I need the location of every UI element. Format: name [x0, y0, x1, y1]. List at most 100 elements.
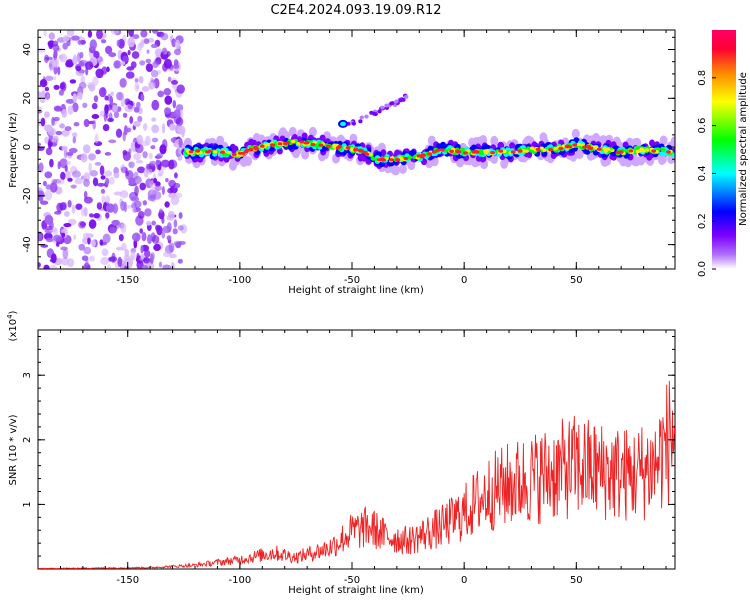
snr-panel: -150 -100 -50 0 50 1 2 3 Height of straight lin… — [6, 310, 676, 596]
noise-blob — [42, 76, 46, 85]
noise-blob — [57, 66, 61, 76]
noise-blob — [104, 152, 112, 156]
ridge-mark — [449, 149, 454, 153]
noise-blob — [151, 99, 160, 111]
noise-blob — [91, 114, 100, 119]
ridge-mark — [658, 154, 667, 165]
ridge-mark — [407, 155, 413, 160]
noise-blob — [161, 186, 165, 195]
noise-blob — [104, 95, 109, 101]
noise-blob — [42, 180, 47, 187]
noise-blob — [102, 233, 111, 244]
noise-blob — [125, 171, 130, 177]
x-tick-label: -50 — [344, 575, 360, 586]
snr-series-line — [38, 380, 675, 569]
noise-blob — [68, 147, 78, 154]
noise-blob — [148, 152, 153, 160]
noise-blob — [133, 153, 142, 161]
noise-blob — [48, 140, 52, 150]
feature-blob-core — [340, 121, 346, 127]
noise-blob — [53, 105, 63, 112]
ridge-mark — [277, 142, 283, 146]
noise-blob — [73, 122, 80, 127]
feature-mark — [389, 101, 394, 106]
noise-blob — [88, 153, 96, 161]
noise-blob — [44, 111, 50, 118]
noise-blob — [44, 92, 51, 100]
ridge-mark — [216, 135, 225, 146]
noise-blob — [38, 146, 45, 151]
ridge-mark — [207, 149, 213, 153]
noise-blob — [99, 165, 105, 176]
ridge-mark — [542, 148, 547, 152]
noise-blob — [150, 69, 159, 78]
noise-blob — [106, 203, 115, 213]
noise-blob — [141, 86, 150, 92]
ridge-mark — [623, 148, 629, 153]
noise-blob — [135, 143, 144, 154]
noise-blob — [65, 61, 74, 68]
noise-blob — [45, 184, 52, 190]
ridge-mark — [240, 151, 246, 155]
noise-blob — [139, 60, 146, 66]
noise-blob — [174, 48, 181, 56]
ridge-mark — [490, 151, 495, 155]
noise-blob — [158, 261, 163, 268]
noise-blob — [115, 246, 124, 251]
ridge-mark — [239, 157, 248, 167]
ridge-mark — [357, 148, 363, 152]
noise-blob — [109, 176, 115, 185]
noise-blob — [51, 57, 60, 68]
noise-blob — [172, 100, 177, 109]
noise-blob — [54, 210, 62, 215]
ridge-mark — [223, 155, 230, 163]
noise-blob — [177, 258, 183, 264]
noise-blob — [146, 221, 152, 226]
noise-blob — [167, 210, 175, 221]
noise-blob — [144, 208, 152, 217]
noise-blob — [60, 228, 67, 234]
noise-blob — [113, 191, 123, 196]
noise-blob — [101, 39, 107, 44]
noise-blob — [69, 79, 77, 84]
noise-blob — [170, 80, 179, 85]
colorbar-tick-label: 0.2 — [697, 213, 708, 229]
ridge-mark — [535, 147, 541, 151]
ridge-mark — [502, 149, 507, 154]
noise-blob — [55, 130, 63, 136]
noise-blob — [166, 222, 172, 233]
snr-multiplier-base: (x10 — [8, 319, 19, 342]
noise-blob — [127, 127, 131, 133]
ridge-mark — [220, 150, 226, 154]
ridge-mark — [460, 147, 465, 152]
noise-blob — [59, 123, 65, 129]
ridge-mark — [370, 156, 376, 161]
noise-blob — [62, 42, 68, 50]
ridge-mark — [310, 142, 316, 147]
noise-blob — [106, 104, 113, 111]
colorbar-tick-label: 0.0 — [697, 261, 708, 277]
noise-blob — [134, 185, 139, 196]
noise-blob — [135, 159, 144, 164]
noise-blob — [40, 117, 46, 127]
noise-blob — [96, 30, 103, 40]
noise-blob — [173, 240, 182, 247]
noise-blob — [64, 126, 72, 132]
noise-blob — [155, 159, 161, 165]
noise-blob — [115, 128, 123, 138]
noise-blob — [72, 132, 78, 138]
noise-blob — [83, 178, 90, 187]
noise-blob — [38, 142, 41, 147]
noise-blob — [153, 243, 162, 252]
ridge-mark — [395, 158, 401, 162]
ridge-mark — [276, 147, 283, 155]
ridge-mark — [213, 150, 218, 154]
noise-blob — [44, 136, 49, 144]
noise-blob — [76, 52, 81, 63]
noise-blob — [143, 123, 148, 131]
noise-blob — [140, 30, 148, 38]
noise-blob — [141, 232, 147, 242]
noise-blob — [72, 102, 79, 113]
noise-blob — [163, 251, 171, 258]
